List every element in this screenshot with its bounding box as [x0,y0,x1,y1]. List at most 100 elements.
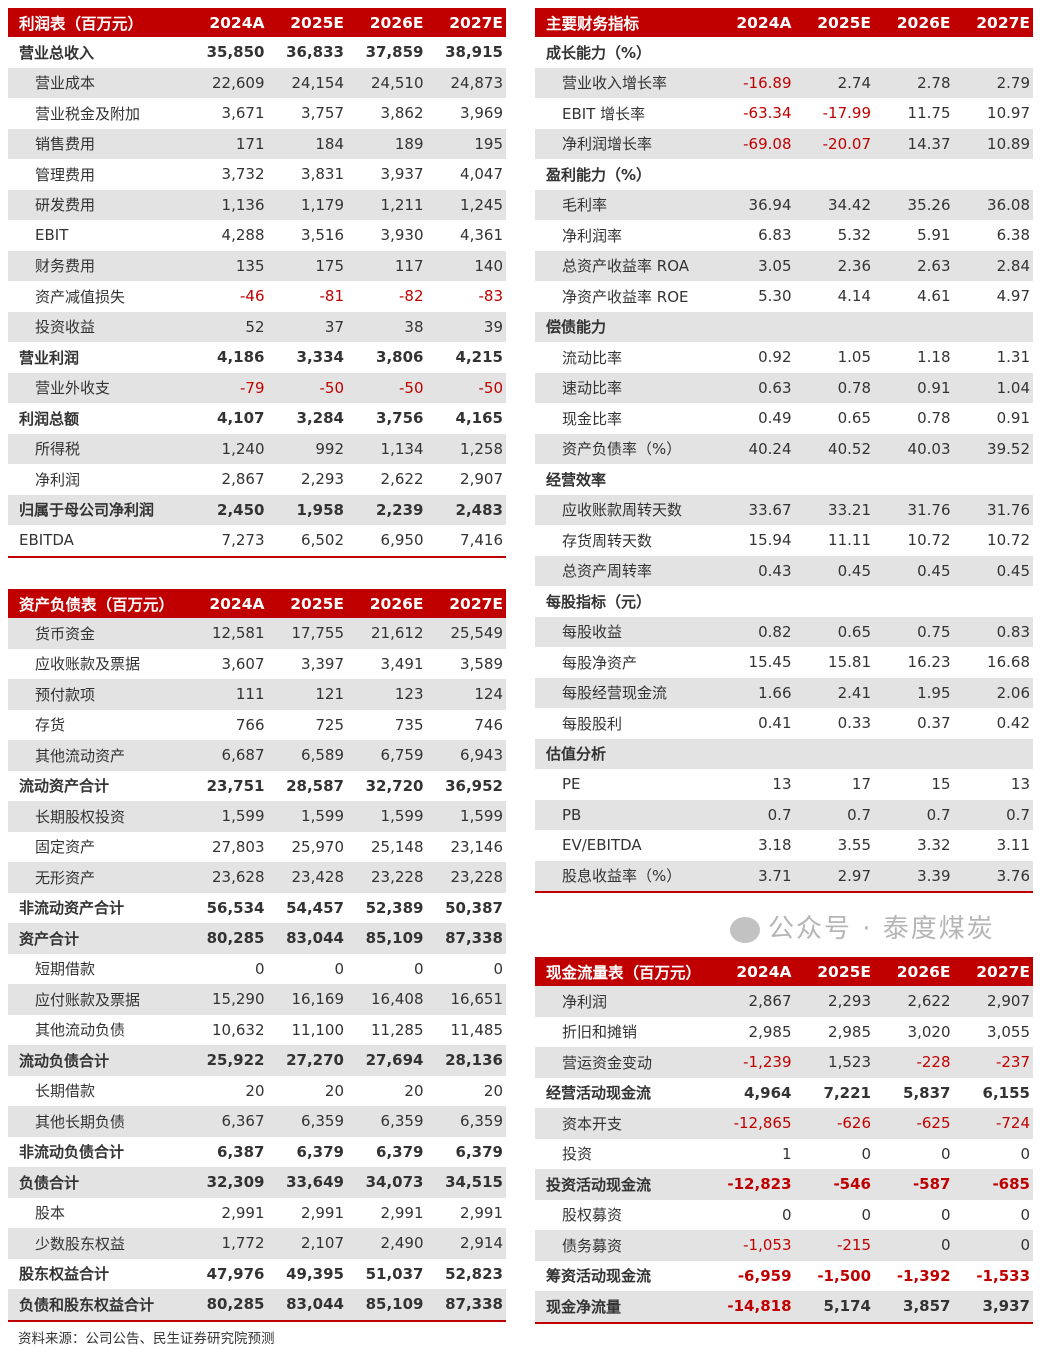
row-label: EBIT [35,226,69,245]
table-row: 存货周转天数 15.94 11.11 10.72 10.72 [535,525,1033,556]
cell-value: -69.08 [743,134,792,153]
cell-value: 87,338 [445,1295,503,1314]
row-label: EBIT 增长率 [562,104,646,123]
table-row: 速动比率 0.63 0.78 0.91 1.04 [535,372,1033,403]
cell-value: 1,245 [460,195,503,214]
cell-value: -81 [319,287,345,306]
row-label: 经营活动现金流 [546,1084,652,1103]
row-label: 管理费用 [35,165,96,184]
cell-value: 3.55 [837,836,871,855]
cell-value: 2,991 [380,1203,424,1222]
cell-value: 23,146 [450,837,504,856]
cell-value: 38,915 [445,43,503,62]
cell-value: 0.7 [1006,805,1030,824]
cell-value: 0.65 [837,409,871,428]
row-label: 每股指标（元） [546,592,652,611]
cell-value: 10.97 [987,104,1030,123]
cell-value: 40.24 [748,439,792,458]
cell-value: 31.76 [987,500,1030,519]
cell-value: 2.97 [837,866,871,885]
row-label: 营运资金变动 [562,1053,653,1072]
cell-value: 51,037 [365,1264,424,1283]
cell-value: 0 [940,1144,951,1163]
table-row: 无形资产 23,628 23,428 23,228 23,228 [8,862,506,893]
cell-value: 33.67 [748,500,792,519]
cell-value: 36.08 [987,195,1030,214]
cell-value: -20.07 [822,134,871,153]
table-row: EV/EBITDA 3.18 3.55 3.32 3.11 [535,830,1033,861]
cell-value: 0.82 [758,622,792,641]
cell-value: 2,483 [455,500,503,519]
cell-value: -50 [478,378,504,397]
row-label: 折旧和摊销 [562,1023,638,1042]
cell-value: 4,215 [455,348,503,367]
cell-value: 2,293 [828,992,871,1011]
cell-value: 3.05 [758,256,792,275]
table-row: 营业利润 4,186 3,334 3,806 4,215 [8,342,506,373]
cell-value: 5.32 [837,226,871,245]
cell-value: 6,502 [301,531,344,550]
cell-value: 0.83 [996,622,1030,641]
cell-value: 0 [861,1205,871,1224]
row-label: PE [562,775,581,794]
cell-value: 4,047 [460,165,503,184]
table-row: 偿债能力 [535,311,1033,342]
cell-value: 52,389 [365,898,424,917]
row-label: 股东权益合计 [19,1265,110,1284]
cell-value: 25,148 [371,837,424,856]
cell-value: 36,833 [286,43,344,62]
cell-value: 0 [781,1205,792,1224]
cell-value: 4,288 [221,226,265,245]
table-row: 估值分析 [535,738,1033,769]
row-label: 经营效率 [546,470,607,489]
cell-value: 1,599 [301,807,344,826]
cell-value: 15.45 [748,653,792,672]
row-label: 存货 [35,716,66,735]
row-label: 存货周转天数 [562,531,653,550]
year-header: 2026E [369,13,424,32]
cell-value: 34,515 [445,1173,503,1192]
table-row: 非流动资产合计 56,534 54,457 52,389 50,387 [8,893,506,924]
cell-value: -228 [916,1053,951,1072]
table-row: 股权募资 0 0 0 0 [535,1200,1033,1231]
cell-value: 3,020 [907,1022,951,1041]
table-row: 销售费用 171 184 189 195 [8,128,506,159]
cell-value: 16,651 [450,990,504,1009]
row-label: 流动比率 [562,348,623,367]
cell-value: 16.68 [987,653,1030,672]
cell-value: 32,309 [206,1173,265,1192]
cell-value: 3,857 [903,1297,951,1316]
table-row: 营运资金变动 -1,239 1,523 -228 -237 [535,1047,1033,1078]
table-row: 预付款项 111 121 123 124 [8,679,506,710]
row-label: 投资收益 [35,318,96,337]
cell-value: 3,862 [380,104,424,123]
row-label: 资本开支 [562,1114,623,1133]
cell-value: 2,450 [217,500,265,519]
cell-value: 24,873 [450,73,504,92]
table-row: 负债合计 32,309 33,649 34,073 34,515 [8,1167,506,1198]
cell-value: 1.95 [917,683,951,702]
cell-value: 3,831 [301,165,344,184]
cell-value: 6,759 [380,746,424,765]
cell-value: 2,107 [301,1234,344,1253]
table-row: 盈利能力（%） [535,159,1033,190]
row-label: 货币资金 [35,624,96,643]
row-label: PB [562,805,582,824]
row-label: 营业总收入 [19,43,95,62]
cell-value: 0 [493,959,503,978]
row-label: 筹资活动现金流 [546,1267,652,1286]
cell-value: 0 [861,1144,871,1163]
cell-value: 0 [1020,1144,1030,1163]
cell-value: 47,976 [206,1264,265,1283]
cell-value: 22,609 [212,73,265,92]
cell-value: 3,756 [376,409,424,428]
wechat-icon [730,916,760,943]
cell-value: 13 [1010,775,1030,794]
row-label: 营业税金及附加 [35,104,141,123]
cell-value: 6,359 [460,1112,503,1131]
cell-value: 3,491 [380,654,424,673]
row-label: 估值分析 [546,745,607,764]
row-label: 每股经营现金流 [562,684,668,703]
cell-value: 184 [315,134,344,153]
cell-value: 36.94 [748,195,792,214]
